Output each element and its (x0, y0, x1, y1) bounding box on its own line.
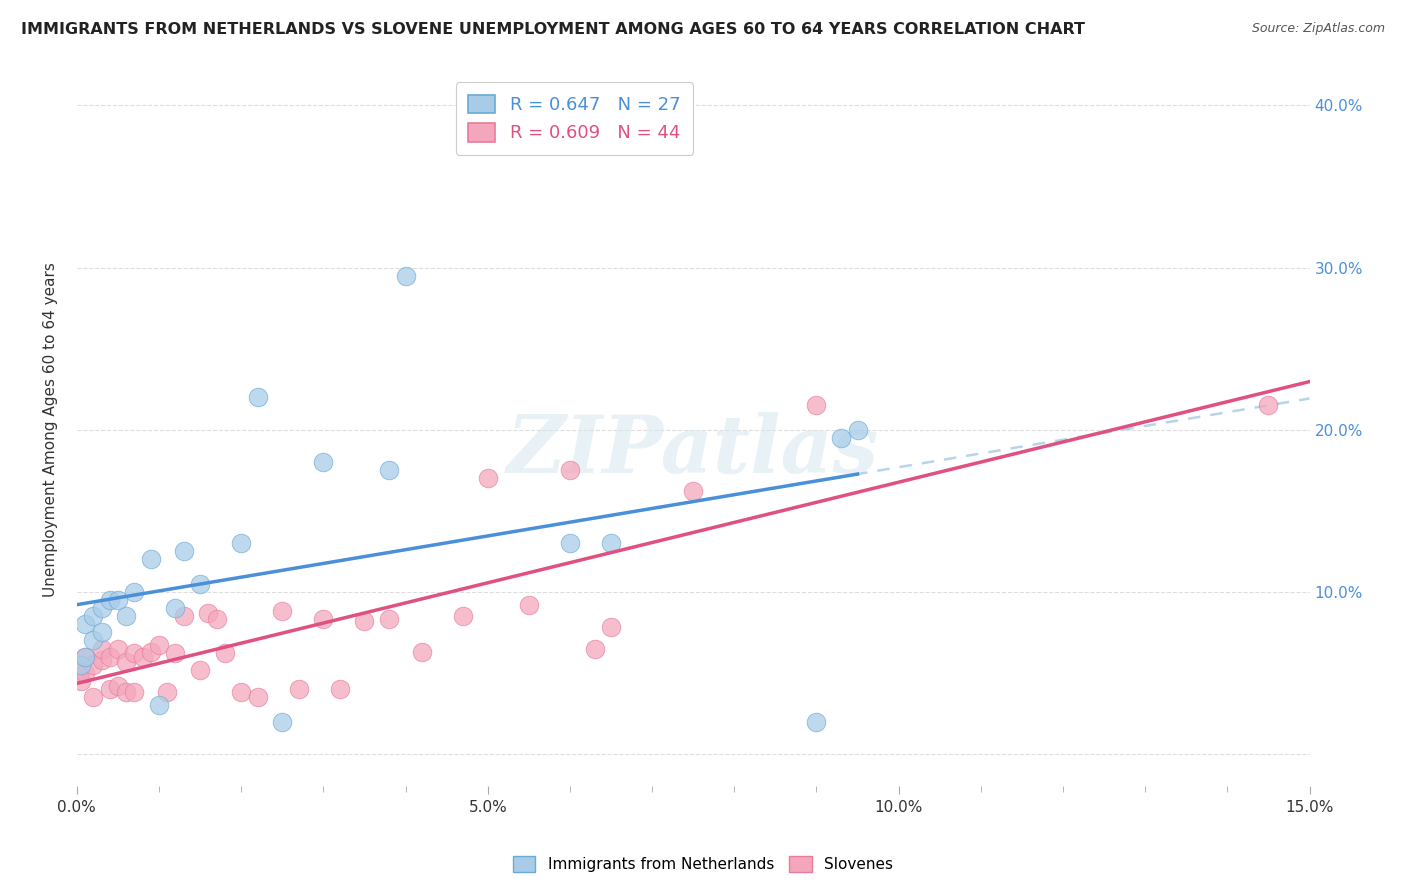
Point (1257, 398, 1279, 412)
Point (148, 638, 170, 652)
Point (115, 609, 138, 624)
Point (205, 612, 228, 626)
Point (806, 398, 828, 412)
Point (124, 685, 146, 699)
Point (67, 665, 90, 680)
Point (90, 641, 112, 656)
Point (246, 690, 269, 705)
Point (82, 633, 104, 648)
Point (90, 625, 112, 640)
Point (846, 423, 869, 437)
Point (214, 647, 236, 661)
Point (82, 690, 104, 705)
Point (231, 685, 253, 699)
Text: IMMIGRANTS FROM NETHERLANDS VS SLOVENE UNEMPLOYMENT AMONG AGES 60 TO 64 YEARS CO: IMMIGRANTS FROM NETHERLANDS VS SLOVENE U… (21, 22, 1085, 37)
Y-axis label: Unemployment Among Ages 60 to 64 years: Unemployment Among Ages 60 to 64 years (44, 262, 58, 597)
Point (246, 390, 269, 404)
Point (583, 641, 606, 656)
Point (188, 576, 211, 591)
Point (165, 647, 187, 661)
Point (82, 657, 104, 672)
Point (197, 606, 219, 620)
Point (188, 663, 211, 677)
Point (271, 604, 294, 618)
Point (682, 484, 704, 499)
Point (98, 593, 121, 607)
Point (353, 614, 375, 628)
Point (312, 612, 335, 626)
Point (312, 455, 335, 469)
Point (139, 645, 162, 659)
Point (156, 685, 179, 699)
Legend: R = 0.647   N = 27, R = 0.609   N = 44: R = 0.647 N = 27, R = 0.609 N = 44 (456, 82, 693, 155)
Point (98, 649, 121, 664)
Point (148, 698, 170, 713)
Point (115, 655, 138, 669)
Point (600, 536, 623, 550)
Point (173, 609, 195, 624)
Text: Source: ZipAtlas.com: Source: ZipAtlas.com (1251, 22, 1385, 36)
Point (70, 673, 93, 688)
Point (451, 609, 474, 624)
Point (271, 714, 294, 729)
Point (124, 647, 146, 661)
Point (394, 268, 416, 283)
Point (477, 471, 499, 485)
Point (231, 536, 253, 550)
Text: ZIPatlas: ZIPatlas (508, 412, 879, 490)
Point (75, 649, 97, 664)
Point (107, 679, 129, 693)
Point (124, 584, 146, 599)
Point (115, 685, 138, 699)
Point (830, 431, 852, 445)
Point (82, 609, 104, 624)
Point (287, 682, 309, 697)
Point (411, 645, 433, 659)
Point (329, 682, 352, 697)
Point (107, 593, 129, 607)
Point (90, 653, 112, 667)
Point (558, 536, 581, 550)
Point (75, 617, 97, 632)
Point (558, 463, 581, 477)
Point (139, 552, 162, 566)
Point (98, 682, 121, 697)
Point (378, 612, 401, 626)
Legend: Immigrants from Netherlands, Slovenes: Immigrants from Netherlands, Slovenes (505, 848, 901, 880)
Point (70, 657, 93, 672)
Point (378, 463, 401, 477)
Point (131, 649, 153, 664)
Point (517, 598, 540, 612)
Point (600, 620, 623, 634)
Point (75, 665, 97, 680)
Point (165, 601, 187, 615)
Point (806, 714, 828, 729)
Point (90, 601, 112, 615)
Point (173, 544, 195, 558)
Point (107, 641, 129, 656)
Point (75, 649, 97, 664)
